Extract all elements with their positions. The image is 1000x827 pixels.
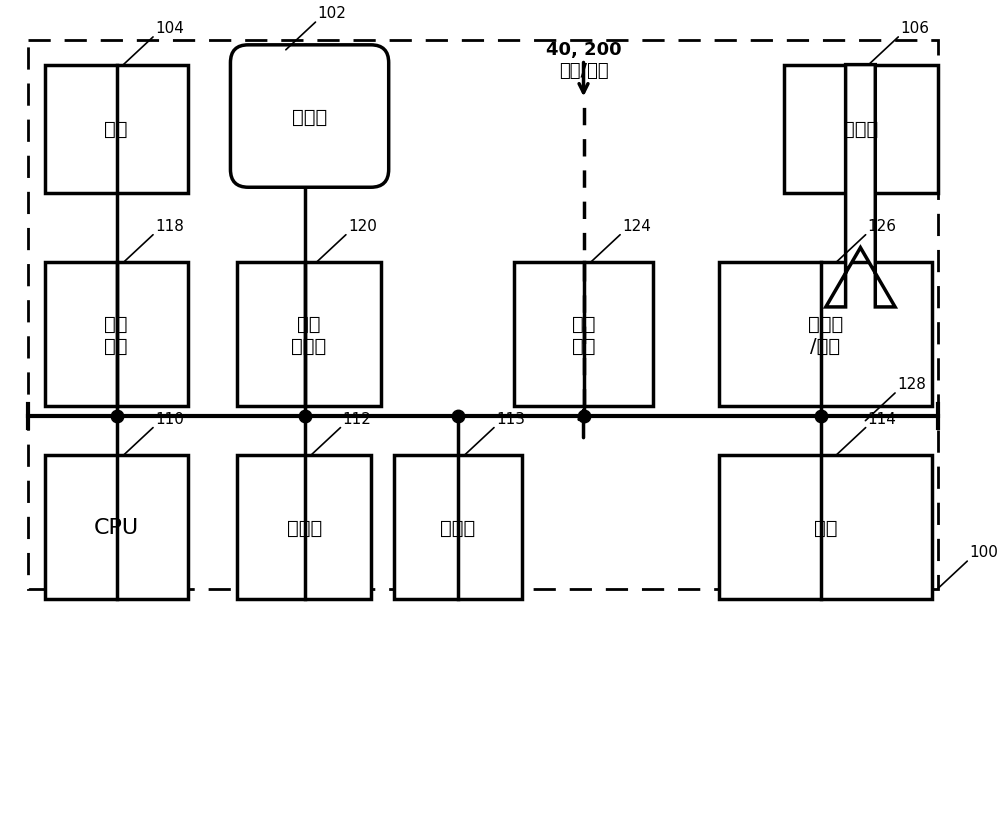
Text: 124: 124 xyxy=(622,218,651,233)
Text: 输入
接口: 输入 接口 xyxy=(104,314,128,355)
Text: 113: 113 xyxy=(496,411,525,426)
Bar xyxy=(719,456,932,599)
Text: 118: 118 xyxy=(155,218,184,233)
Bar xyxy=(719,263,932,406)
Text: 存储器: 存储器 xyxy=(287,518,322,537)
Text: 120: 120 xyxy=(348,218,377,233)
Text: 110: 110 xyxy=(155,411,184,426)
Bar xyxy=(28,41,938,589)
Bar xyxy=(784,65,938,194)
Text: 106: 106 xyxy=(900,21,929,36)
Text: 存储卡: 存储卡 xyxy=(843,120,879,139)
Bar xyxy=(394,456,522,599)
FancyBboxPatch shape xyxy=(230,45,389,188)
Bar xyxy=(514,263,653,406)
Bar xyxy=(45,263,188,406)
Bar xyxy=(237,263,381,406)
Text: 112: 112 xyxy=(342,411,371,426)
Bar xyxy=(45,65,188,194)
Text: 40, 200
输入/输出: 40, 200 输入/输出 xyxy=(546,41,621,80)
Text: CPU: CPU xyxy=(94,518,139,538)
Text: 100: 100 xyxy=(969,544,998,559)
Bar xyxy=(237,456,371,599)
Text: 114: 114 xyxy=(868,411,896,426)
Text: 128: 128 xyxy=(897,376,926,391)
Text: 数据读
/写器: 数据读 /写器 xyxy=(808,314,843,355)
Text: 显示器: 显示器 xyxy=(292,108,327,127)
Bar xyxy=(45,456,188,599)
Text: 102: 102 xyxy=(317,6,346,21)
Text: 104: 104 xyxy=(155,21,184,36)
Text: 硬盘: 硬盘 xyxy=(814,518,837,537)
Text: 通信
接口: 通信 接口 xyxy=(572,314,595,355)
Text: 126: 126 xyxy=(868,218,897,233)
Text: 计时器: 计时器 xyxy=(440,518,476,537)
Polygon shape xyxy=(826,65,895,308)
Text: 显示
控制器: 显示 控制器 xyxy=(291,314,327,355)
Text: 键盘: 键盘 xyxy=(104,120,128,139)
